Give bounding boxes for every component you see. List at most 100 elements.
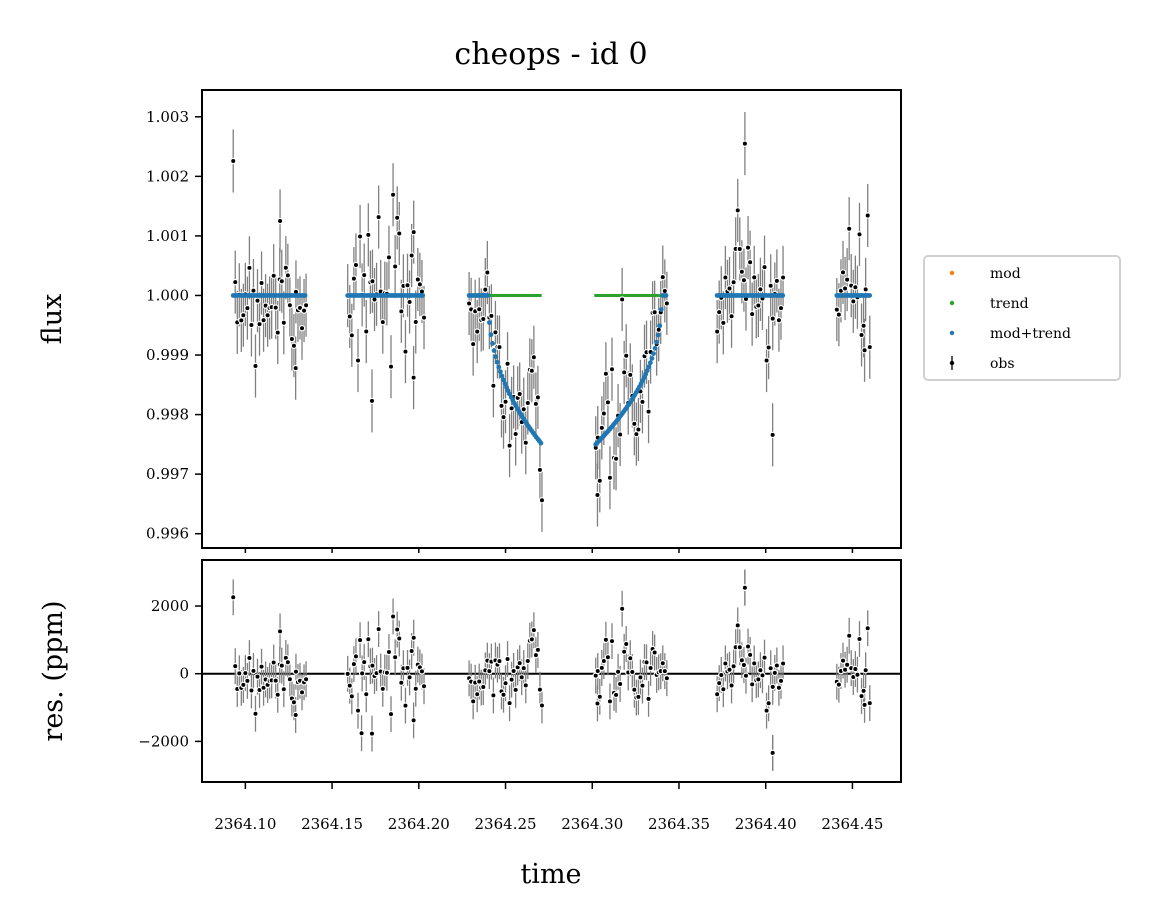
- flux-observation: [488, 312, 495, 320]
- residual-observation: [410, 717, 417, 724]
- flux-observation: [260, 317, 267, 324]
- flux-observation: [596, 477, 603, 485]
- model-trend-point: [646, 364, 652, 370]
- residual-observation: [769, 683, 776, 691]
- model-trend-point: [658, 307, 664, 312]
- flux-observation: [524, 399, 531, 407]
- flux-observation: [761, 263, 768, 271]
- flux-observation: [728, 313, 735, 320]
- residual-observation: [631, 686, 638, 693]
- chart-title: cheops - id 0: [454, 37, 647, 72]
- model-trend-point: [780, 293, 786, 298]
- residual-observation: [843, 661, 851, 668]
- residual-observation: [404, 664, 411, 672]
- flux-y-tick-label: 0.996: [146, 525, 189, 543]
- residual-observation: [252, 710, 259, 717]
- residual-observation: [862, 667, 869, 674]
- flux-observation: [465, 300, 473, 307]
- flux-observation: [406, 298, 413, 306]
- residual-observation: [736, 644, 744, 651]
- flux-observation: [232, 278, 239, 286]
- residual-observation: [779, 660, 787, 667]
- residual-observation: [270, 659, 277, 666]
- flux-observation: [474, 328, 481, 335]
- flux-observation: [522, 439, 529, 446]
- flux-observation: [748, 310, 756, 318]
- flux-observation: [516, 390, 523, 398]
- residual-observation: [278, 662, 285, 669]
- residual-observation: [272, 677, 279, 684]
- residual-observation: [242, 669, 249, 677]
- residual-y-tick-label: 2000: [151, 597, 189, 615]
- residual-observation: [769, 749, 776, 757]
- residual-observation: [860, 687, 867, 695]
- flux-observation: [627, 371, 634, 379]
- residual-observation: [369, 662, 376, 669]
- legend: mod trend mod+trend obs: [923, 255, 1121, 381]
- time-x-tick-label: 2364.45: [821, 815, 883, 833]
- flux-observation: [490, 382, 497, 389]
- flux-observation: [391, 263, 399, 270]
- residual-observation: [763, 707, 770, 714]
- model-trend-point: [497, 369, 503, 375]
- flux-observation: [286, 301, 294, 309]
- residual-observation: [510, 667, 517, 675]
- flux-observation: [282, 264, 290, 271]
- flux-observation: [504, 360, 511, 367]
- legend-label: mod+trend: [990, 326, 1071, 342]
- residual-observation: [866, 699, 873, 707]
- residual-observation: [629, 668, 636, 676]
- flux-observation: [730, 279, 737, 286]
- flux-observation: [744, 244, 752, 251]
- residual-observation: [845, 632, 853, 639]
- residual-observation: [637, 674, 644, 681]
- model-trend-point: [488, 332, 494, 338]
- residual-observation: [598, 664, 606, 672]
- flux-observation: [252, 362, 259, 370]
- residual-observation: [777, 677, 785, 685]
- flux-observation: [274, 329, 281, 336]
- residual-observation: [742, 672, 750, 679]
- residual-observation: [506, 699, 513, 707]
- flux-panel: 0.996 0.997 0.998 0.999 1.000 1.001 1.002 1.003…: [37, 89, 902, 549]
- model-trend-point: [654, 339, 660, 345]
- residual-observation: [280, 686, 288, 693]
- flux-observation: [258, 279, 265, 287]
- flux-observation: [230, 157, 237, 165]
- flux-observation: [861, 347, 868, 354]
- flux-observation: [352, 261, 360, 269]
- residual-observation: [352, 653, 360, 660]
- residual-observation: [398, 679, 405, 686]
- flux-observation: [512, 430, 519, 438]
- residual-observation: [292, 668, 300, 675]
- residual-observation: [751, 660, 758, 667]
- flux-observation: [528, 367, 536, 374]
- residual-observation: [741, 584, 749, 591]
- flux-y-tick-label: 1.003: [146, 108, 189, 126]
- residual-observation: [663, 674, 671, 682]
- flux-observation: [751, 274, 758, 281]
- residual-observation: [469, 698, 477, 705]
- flux-observation: [860, 322, 867, 329]
- residual-observation: [230, 594, 237, 601]
- flux-observation: [248, 321, 255, 329]
- residual-observation: [408, 647, 415, 655]
- residual-observation: [773, 662, 781, 669]
- residual-observation: [620, 648, 628, 656]
- flux-observation: [635, 426, 642, 433]
- flux-observation: [755, 302, 762, 309]
- flux-observation: [833, 306, 841, 313]
- flux-observation: [608, 366, 616, 373]
- flux-observation: [502, 398, 509, 405]
- flux-observation: [661, 287, 669, 295]
- residual-observation: [718, 671, 725, 679]
- residual-observation: [276, 628, 284, 635]
- residual-observation: [746, 651, 754, 659]
- flux-observation: [856, 231, 863, 238]
- flux-observation: [506, 442, 513, 449]
- residual-observation: [250, 667, 257, 675]
- residual-observation: [258, 663, 265, 670]
